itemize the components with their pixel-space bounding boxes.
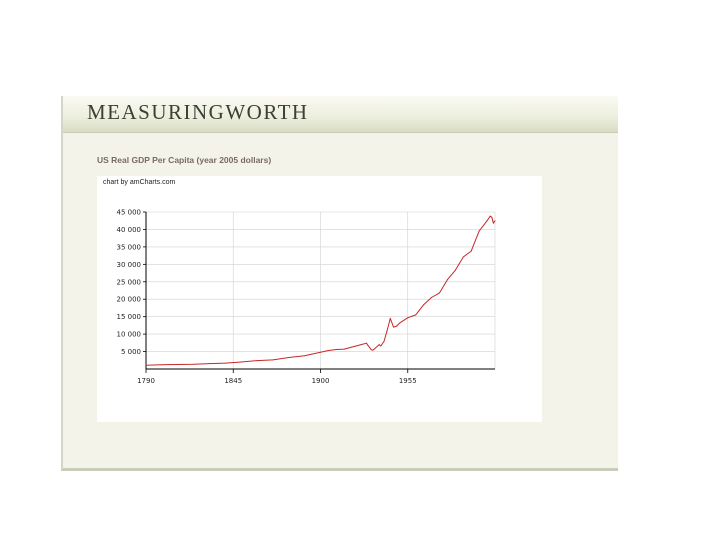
data-point — [288, 356, 290, 358]
chart-credit-link[interactable]: chart by amCharts.com — [103, 179, 176, 186]
data-point — [372, 349, 374, 351]
site-frame: MEASURINGWORTH US Real GDP Per Capita (y… — [61, 96, 618, 471]
data-point — [256, 360, 258, 362]
y-tick-label: 45 000 — [117, 209, 142, 217]
data-point — [208, 363, 210, 365]
y-tick-label: 5 000 — [121, 348, 141, 356]
data-point — [351, 346, 353, 348]
data-point — [240, 361, 242, 363]
data-point — [491, 216, 493, 218]
chart-svg: 45 000 40 000 35 000 30 000 25 000 20 000 15 0… — [117, 209, 496, 385]
data-point — [438, 292, 440, 294]
y-tick-label: 10 000 — [117, 331, 142, 339]
data-point — [431, 296, 433, 298]
y-tick-label: 35 000 — [117, 243, 142, 251]
x-tick-label: 1790 — [137, 377, 155, 385]
data-point — [494, 220, 496, 222]
data-point — [399, 322, 401, 324]
y-tick-label: 40 000 — [117, 226, 142, 234]
data-point — [161, 364, 163, 366]
data-point — [489, 215, 491, 217]
data-point — [327, 350, 329, 352]
data-point — [454, 269, 456, 271]
data-point — [320, 351, 321, 353]
data-point — [366, 342, 368, 344]
series-line — [145, 215, 496, 366]
y-tick-label: 15 000 — [117, 313, 142, 321]
data-point — [193, 363, 195, 365]
data-point — [370, 349, 372, 351]
data-point — [177, 363, 179, 365]
data-point — [386, 330, 388, 332]
data-point — [396, 325, 398, 327]
data-point — [470, 250, 472, 252]
data-point — [492, 222, 494, 224]
data-point — [383, 340, 385, 342]
y-tick-label: 20 000 — [117, 296, 142, 304]
data-point — [343, 348, 345, 350]
site-header: MEASURINGWORTH — [63, 96, 618, 133]
brand-logo[interactable]: MEASURINGWORTH — [87, 100, 309, 124]
data-point — [367, 345, 369, 347]
data-point — [407, 317, 409, 319]
data-point — [335, 348, 337, 350]
chart-title: US Real GDP Per Capita (year 2005 dollar… — [97, 155, 272, 165]
data-point — [389, 317, 391, 319]
data-point — [423, 304, 425, 306]
data-point — [478, 230, 480, 232]
data-point — [446, 279, 448, 281]
data-point — [462, 256, 464, 258]
data-point — [304, 355, 306, 357]
x-tick-label: 1900 — [312, 377, 330, 385]
data-point — [359, 344, 361, 346]
data-point — [224, 362, 226, 364]
data-point — [415, 314, 417, 316]
data-point — [392, 326, 394, 328]
chart-panel: 45 000 40 000 35 000 30 000 25 000 20 000 15 0… — [97, 176, 542, 422]
data-point — [272, 359, 274, 361]
x-tick-label: 1845 — [224, 377, 242, 385]
data-point — [380, 345, 382, 347]
data-point — [145, 364, 147, 366]
y-tick-label: 30 000 — [117, 261, 142, 269]
data-point — [486, 220, 488, 222]
data-point — [378, 344, 380, 346]
y-tick-label: 25 000 — [117, 278, 142, 286]
x-tick-label: 1955 — [399, 377, 417, 385]
